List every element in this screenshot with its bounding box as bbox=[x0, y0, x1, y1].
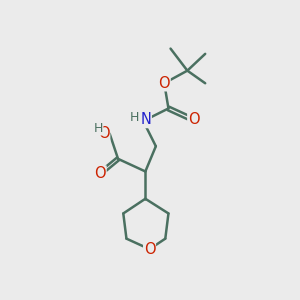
Text: O: O bbox=[94, 166, 106, 181]
Text: N: N bbox=[140, 112, 151, 128]
Text: H: H bbox=[130, 111, 139, 124]
Text: O: O bbox=[158, 76, 170, 91]
Text: O: O bbox=[188, 112, 200, 128]
Text: O: O bbox=[98, 126, 110, 141]
Text: H: H bbox=[93, 122, 103, 135]
Text: O: O bbox=[144, 242, 155, 257]
